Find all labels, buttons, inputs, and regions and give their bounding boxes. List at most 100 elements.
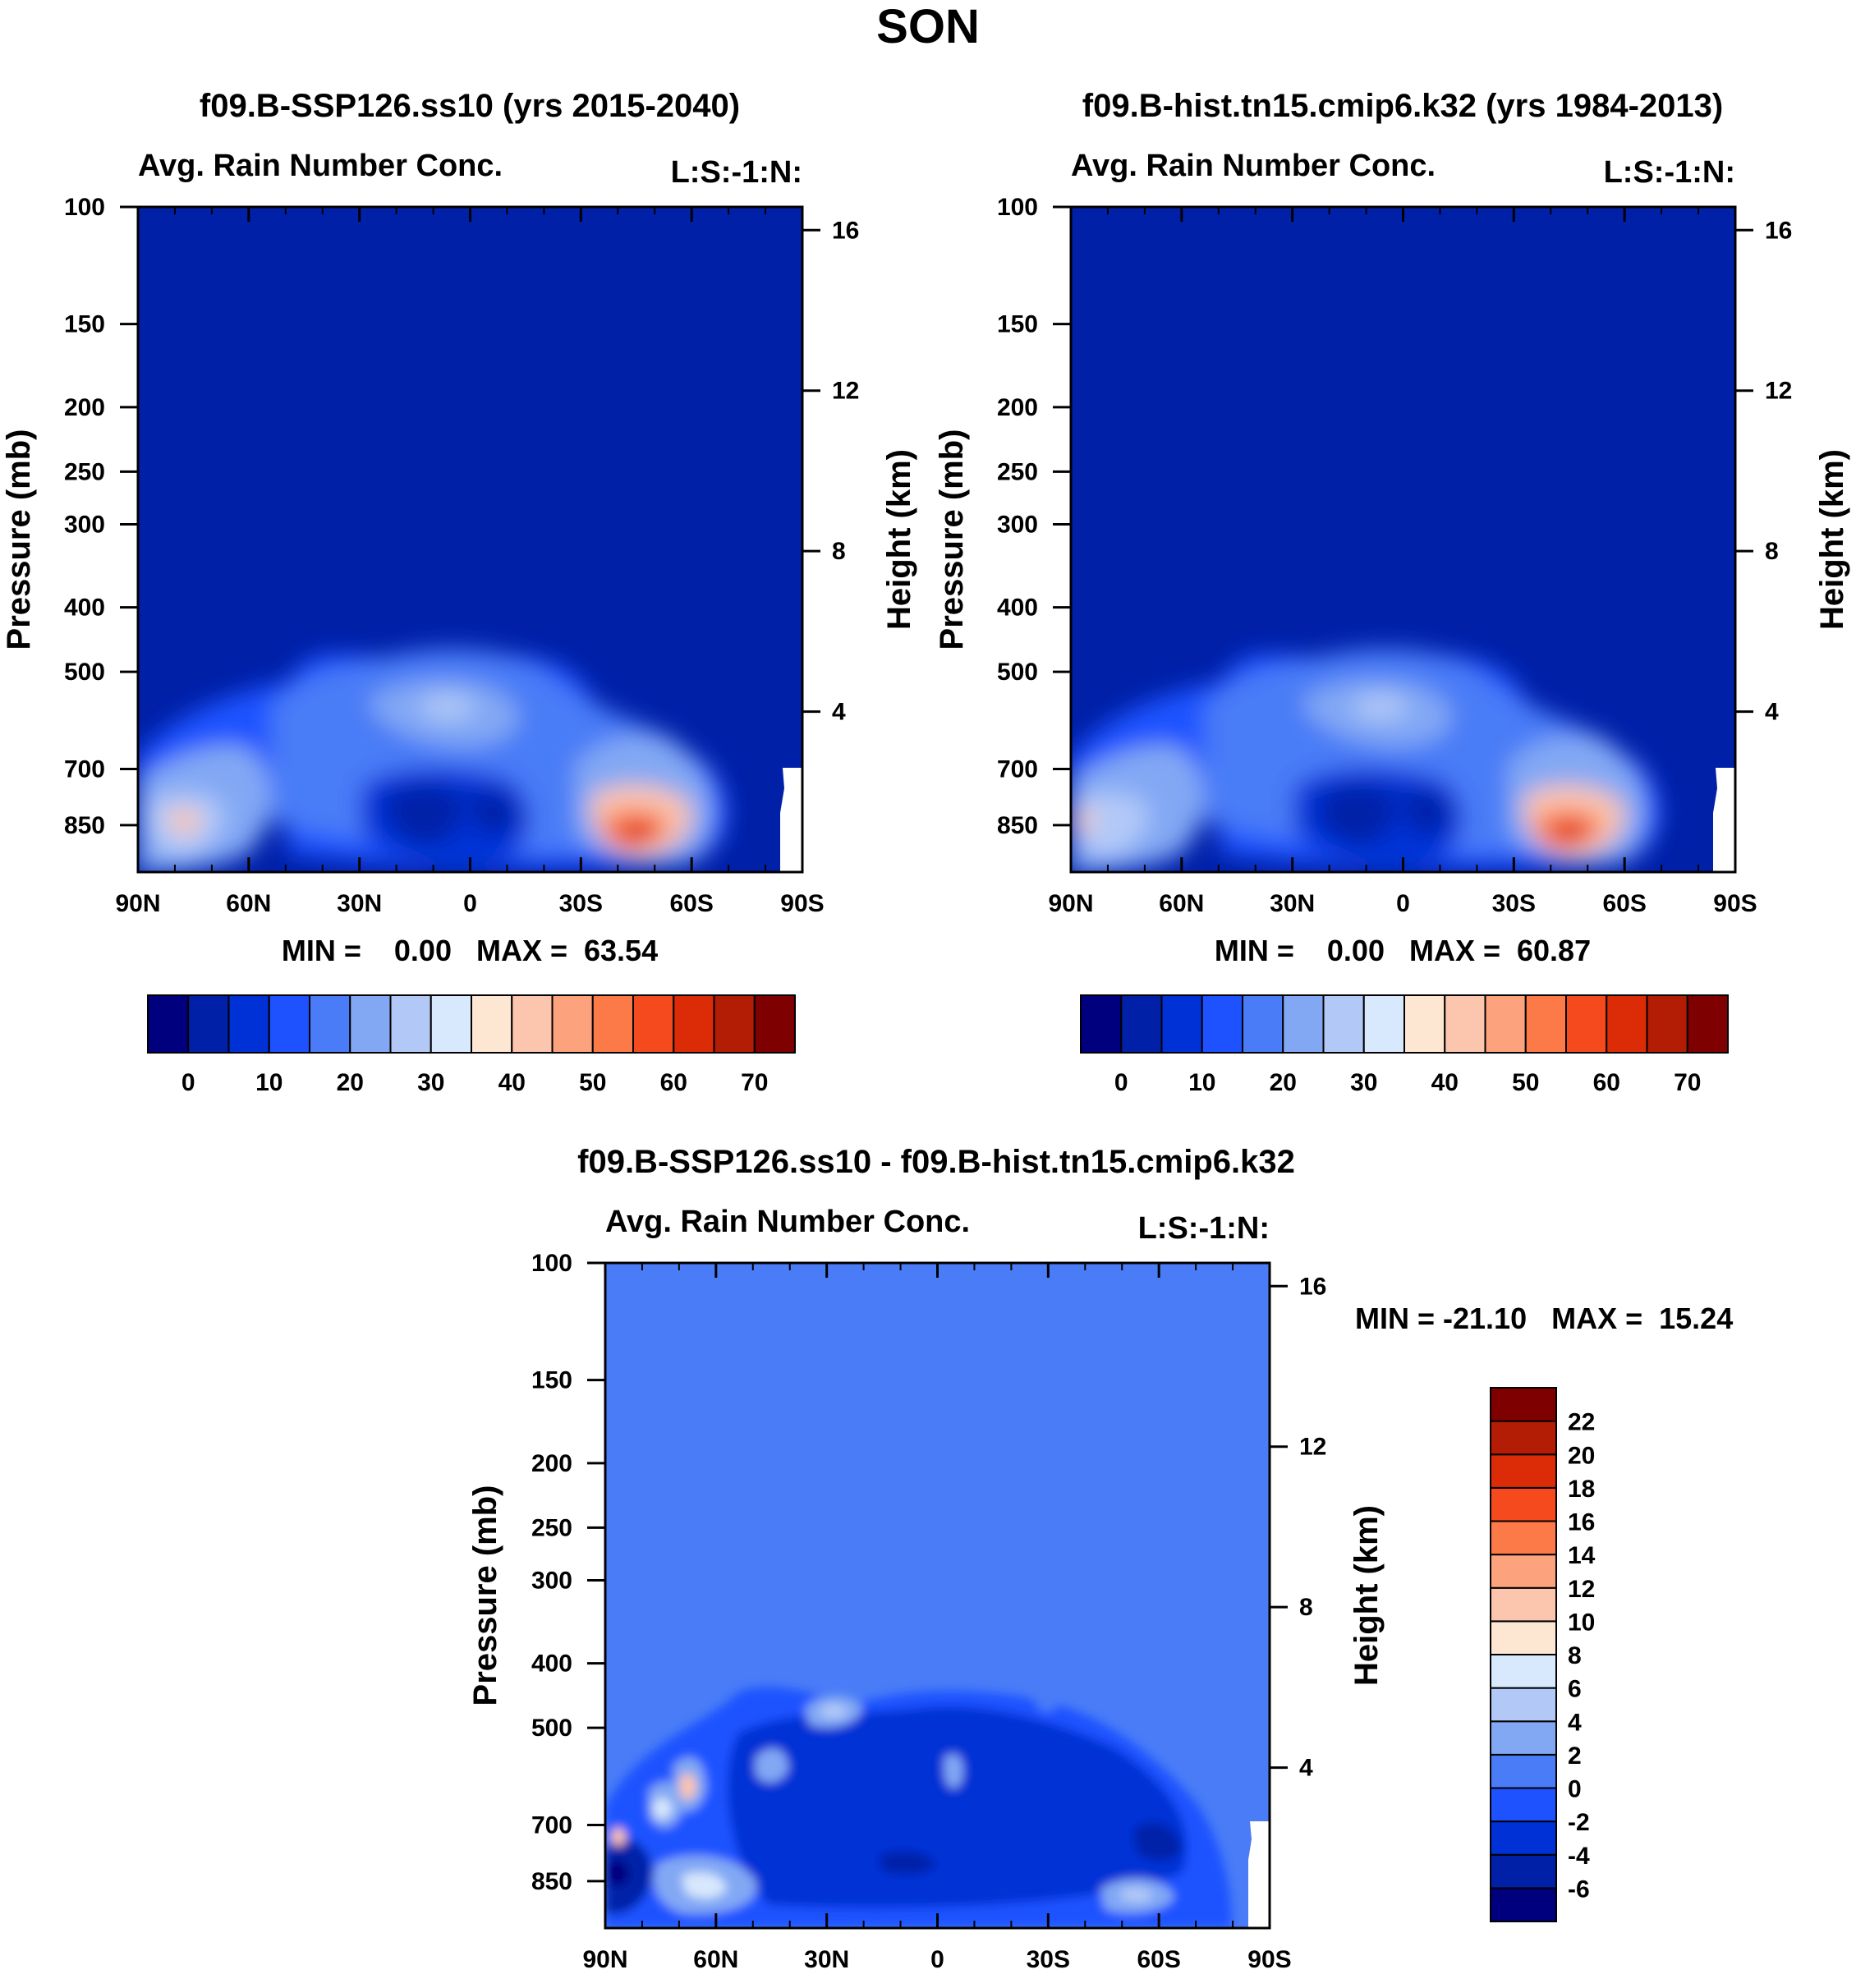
colorbar-swatch [1490, 1620, 1557, 1655]
panel-2-subtitle-left: Avg. Rain Number Conc. [1071, 149, 1436, 183]
colorbar-label: 40 [1431, 1069, 1459, 1096]
panel-1: f09.B-SSP126.ss10 (yrs 2015-2040) Avg. R… [1, 88, 917, 1096]
y2-tick-label: 8 [832, 538, 846, 565]
colorbar-label: 10 [1568, 1609, 1595, 1636]
panel-2-stats: MIN = 0.00 MAX = 60.87 [1215, 934, 1591, 967]
x-tick-label: 30N [1270, 890, 1315, 917]
colorbar-swatch [471, 994, 513, 1054]
colorbar-swatch [1490, 1853, 1557, 1889]
panel-1-axes: 90N 60N 30N 0 30S 60S 90S 100 150 200 250 300 400 500… [64, 194, 859, 917]
colorbar-swatch [1242, 994, 1284, 1054]
x-tick-label: 0 [1396, 890, 1410, 917]
y2-tick-label: 4 [832, 699, 846, 726]
colorbar-swatch [1524, 994, 1567, 1054]
y-tick-label: 700 [997, 756, 1038, 783]
colorbar-swatch [1080, 994, 1123, 1054]
y2-tick-label: 16 [832, 217, 859, 244]
panel-3-ylabel-right: Height (km) [1348, 1505, 1385, 1686]
colorbar-swatch [187, 994, 230, 1054]
y-tick-label: 100 [531, 1250, 572, 1277]
panel-3-subtitle-left: Avg. Rain Number Conc. [605, 1205, 970, 1239]
panel-3-colorbar: -6 -4 -2 0 2 4 6 8 10 12 14 16 18 20 22 [1490, 1387, 1596, 1922]
x-tick-label: 60S [1137, 1946, 1180, 1973]
colorbar-swatch [349, 994, 392, 1054]
x-tick-label: 30S [1492, 890, 1536, 917]
y2-tick-label: 4 [1299, 1755, 1313, 1782]
colorbar-swatch [1490, 1486, 1557, 1522]
y-tick-label: 100 [997, 194, 1038, 221]
x-tick-label: 60N [1159, 890, 1204, 917]
y-tick-label: 400 [997, 595, 1038, 622]
panel-2-subtitle-right: L:S:-1:N: [1604, 155, 1735, 190]
y-tick-label: 200 [997, 394, 1038, 421]
colorbar-swatch [673, 994, 715, 1054]
y-tick-label: 200 [531, 1450, 572, 1477]
colorbar-swatch [1606, 994, 1648, 1054]
x-tick-label: 90N [582, 1946, 627, 1973]
x-tick-label: 90N [115, 890, 160, 917]
colorbar-swatch [1484, 994, 1527, 1054]
colorbar-label: 50 [579, 1069, 606, 1096]
colorbar-label: 30 [1350, 1069, 1377, 1096]
y-tick-label: 850 [531, 1868, 572, 1895]
x-tick-label: 30N [337, 890, 382, 917]
panel-3: f09.B-SSP126.ss10 - f09.B-hist.tn15.cmip… [467, 1144, 1733, 1973]
colorbar-label: 20 [1568, 1442, 1595, 1469]
x-tick-label: 30S [1027, 1946, 1070, 1973]
colorbar-label: 60 [1593, 1069, 1620, 1096]
colorbar-swatch [551, 994, 594, 1054]
x-tick-label: 30N [804, 1946, 849, 1973]
colorbar-swatch [591, 994, 634, 1054]
colorbar-label: 0 [1568, 1776, 1582, 1803]
y-tick-label: 400 [64, 595, 105, 622]
y-tick-label: 700 [64, 756, 105, 783]
colorbar-swatch [1490, 1554, 1557, 1589]
panel-2-title: f09.B-hist.tn15.cmip6.k32 (yrs 1984-2013… [1082, 88, 1723, 124]
x-tick-label: 60S [1602, 890, 1646, 917]
colorbar-label: 18 [1568, 1476, 1595, 1503]
y2-tick-label: 12 [1299, 1434, 1326, 1461]
y2-tick-label: 8 [1299, 1594, 1313, 1621]
colorbar-swatch [268, 994, 310, 1054]
panel-3-axes: 90N 60N 30N 0 30S 60S 90S 100 150 200 250 300 400 500… [531, 1250, 1326, 1973]
colorbar-label: 10 [1188, 1069, 1215, 1096]
colorbar-label: 14 [1568, 1542, 1596, 1569]
colorbar-swatch [1403, 994, 1446, 1054]
y-tick-label: 250 [531, 1514, 572, 1541]
panel-3-subtitle-right: L:S:-1:N: [1138, 1211, 1270, 1246]
colorbar-swatch [1490, 1753, 1557, 1789]
panel-2-colorbar: 0 10 20 30 40 50 60 70 [1080, 994, 1729, 1096]
panel-1-subtitle-right: L:S:-1:N: [671, 155, 802, 190]
x-tick-label: 90N [1048, 890, 1093, 917]
colorbar-swatch [1686, 994, 1729, 1054]
colorbar-label: 2 [1568, 1742, 1582, 1770]
colorbar-label: -2 [1568, 1809, 1590, 1836]
colorbar-label: 22 [1568, 1409, 1595, 1436]
panel-1-ylabel: Pressure (mb) [1, 429, 37, 650]
colorbar-swatch [1362, 994, 1405, 1054]
y-tick-label: 300 [64, 511, 105, 538]
panel-1-title: f09.B-SSP126.ss10 (yrs 2015-2040) [200, 88, 740, 124]
x-tick-label: 60N [693, 1946, 738, 1973]
colorbar-swatch [1322, 994, 1365, 1054]
x-tick-label: 0 [463, 890, 477, 917]
x-tick-label: 90S [1247, 1946, 1291, 1973]
colorbar-swatch [1490, 1586, 1557, 1623]
y-tick-label: 100 [64, 194, 105, 221]
colorbar-label: 8 [1568, 1642, 1582, 1669]
panel-3-title: f09.B-SSP126.ss10 - f09.B-hist.tn15.cmip… [577, 1144, 1295, 1180]
y-tick-label: 300 [997, 511, 1038, 538]
x-tick-label: 60S [669, 890, 713, 917]
y-tick-label: 500 [997, 659, 1038, 686]
colorbar-swatch [1201, 994, 1243, 1054]
y-tick-label: 200 [64, 394, 105, 421]
colorbar-label: 4 [1568, 1709, 1582, 1736]
colorbar-label: -4 [1568, 1843, 1590, 1870]
colorbar-label: 0 [1114, 1069, 1128, 1096]
colorbar-swatch [1565, 994, 1608, 1054]
y-tick-label: 850 [64, 812, 105, 839]
panel-2-plot-area [1071, 207, 1735, 872]
colorbar-swatch [1120, 994, 1163, 1054]
colorbar-swatch [1490, 1687, 1557, 1723]
